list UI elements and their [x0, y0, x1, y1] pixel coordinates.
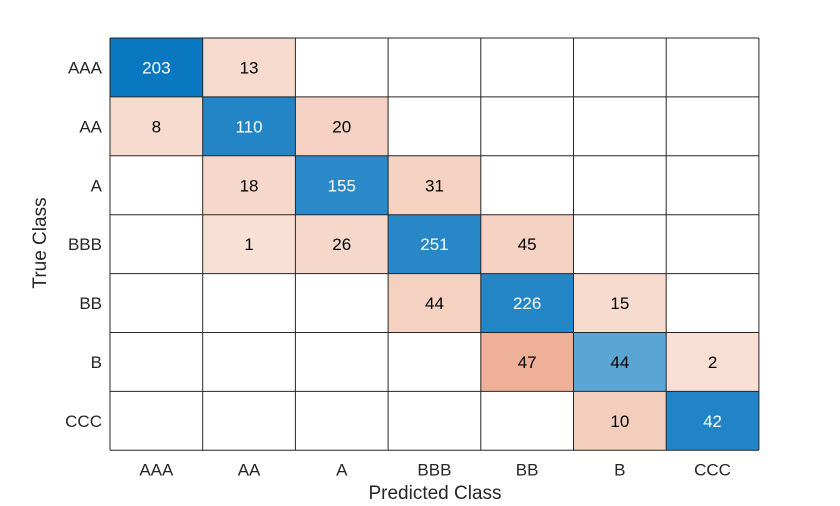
cell-value-AA-A: 20 — [332, 117, 351, 136]
x-tick-label-BBB: BBB — [417, 460, 451, 479]
cell-AA-BB — [480, 96, 574, 156]
cell-A-CCC — [666, 155, 759, 215]
cell-value-B-B: 44 — [610, 353, 629, 372]
cell-BBB-BBB — [388, 214, 481, 274]
cell-value-BBB-AA: 1 — [244, 235, 253, 254]
cell-B-AA — [202, 332, 296, 392]
cell-CCC-AA — [202, 391, 296, 451]
x-axis-label: Predicted Class — [368, 483, 501, 504]
cell-B-B — [573, 332, 667, 392]
cell-CCC-A — [295, 391, 389, 451]
cell-CCC-B — [573, 391, 667, 451]
cell-BB-CCC — [666, 273, 759, 333]
cell-BB-A — [295, 273, 389, 333]
x-tick-label-AAA: AAA — [139, 460, 174, 479]
grid-layer — [109, 37, 760, 451]
cell-value-BB-BBB: 44 — [425, 294, 444, 313]
y-tick-label-CCC: CCC — [65, 412, 102, 431]
cell-value-A-AA: 18 — [240, 176, 259, 195]
cell-AAA-AAA — [110, 38, 203, 97]
cell-BBB-A — [295, 214, 389, 274]
cell-A-A — [295, 155, 389, 215]
cell-value-BBB-A: 26 — [332, 235, 351, 254]
x-tick-label-A: A — [336, 460, 348, 479]
cell-AA-BBB — [388, 96, 481, 156]
cell-B-BBB — [388, 332, 481, 392]
cell-value-AAA-AA: 13 — [240, 58, 259, 77]
cell-BBB-AA — [202, 214, 296, 274]
cell-CCC-CCC — [666, 391, 759, 451]
cell-AAA-B — [573, 38, 667, 97]
cell-AAA-BBB — [388, 38, 481, 97]
cell-value-BB-B: 15 — [610, 294, 629, 313]
cell-BB-AAA — [110, 273, 203, 333]
cell-A-AA — [202, 155, 296, 215]
cells-layer: 203 13 8 110 20 18 155 31 1 26 251 45 44 226 15 47 44 2 10… — [110, 38, 759, 451]
cell-value-BB-BB: 226 — [513, 294, 541, 313]
cell-value-B-BB: 47 — [518, 353, 537, 372]
y-tick-label-B: B — [91, 353, 102, 372]
cell-AAA-AA — [202, 38, 296, 97]
cell-B-A — [295, 332, 389, 392]
x-tick-label-BB: BB — [516, 460, 539, 479]
cell-BB-B — [573, 273, 667, 333]
cell-CCC-BB — [480, 391, 574, 451]
cell-AA-B — [573, 96, 667, 156]
cell-value-A-BBB: 31 — [425, 176, 444, 195]
cell-value-BBB-BB: 45 — [518, 235, 537, 254]
cell-value-AAA-AAA: 203 — [142, 58, 170, 77]
cell-A-BB — [480, 155, 574, 215]
cell-A-B — [573, 155, 667, 215]
cell-AAA-A — [295, 38, 389, 97]
cell-AA-A — [295, 96, 389, 156]
y-tick-label-A: A — [91, 176, 103, 195]
cell-AA-AA — [202, 96, 296, 156]
cell-BBB-CCC — [666, 214, 759, 274]
y-tick-label-BBB: BBB — [68, 235, 102, 254]
x-tick-label-AA: AA — [238, 460, 261, 479]
cell-BB-BB — [480, 273, 574, 333]
x-tick-label-B: B — [614, 460, 625, 479]
cell-AAA-BB — [480, 38, 574, 97]
cell-CCC-AAA — [110, 391, 203, 451]
cell-A-AAA — [110, 155, 203, 215]
cell-BBB-BB — [480, 214, 574, 274]
cell-B-AAA — [110, 332, 203, 392]
cell-BB-BBB — [388, 273, 481, 333]
cell-BBB-AAA — [110, 214, 203, 274]
cell-value-AA-AA: 110 — [235, 117, 262, 136]
cell-AAA-CCC — [666, 38, 759, 97]
y-axis-label: True Class — [30, 197, 51, 288]
cell-CCC-BBB — [388, 391, 481, 451]
cell-value-CCC-B: 10 — [610, 412, 629, 431]
x-tick-labels: AAA AA A BBB BB B CCC — [139, 460, 731, 479]
cell-BB-AA — [202, 273, 296, 333]
y-tick-label-AAA: AAA — [68, 58, 103, 77]
cell-value-CCC-CCC: 42 — [703, 412, 722, 431]
cell-value-A-A: 155 — [328, 176, 356, 195]
cell-A-BBB — [388, 155, 481, 215]
y-tick-label-BB: BB — [79, 294, 102, 313]
cell-value-B-CCC: 2 — [708, 353, 717, 372]
cell-value-BBB-BBB: 251 — [420, 235, 448, 254]
cell-B-CCC — [666, 332, 759, 392]
cell-AA-AAA — [110, 96, 203, 156]
cell-B-BB — [480, 332, 574, 392]
y-tick-label-AA: AA — [79, 117, 102, 136]
cell-AA-CCC — [666, 96, 759, 156]
x-tick-label-CCC: CCC — [694, 460, 731, 479]
cell-BBB-B — [573, 214, 667, 274]
cell-value-AA-AAA: 8 — [152, 117, 161, 136]
